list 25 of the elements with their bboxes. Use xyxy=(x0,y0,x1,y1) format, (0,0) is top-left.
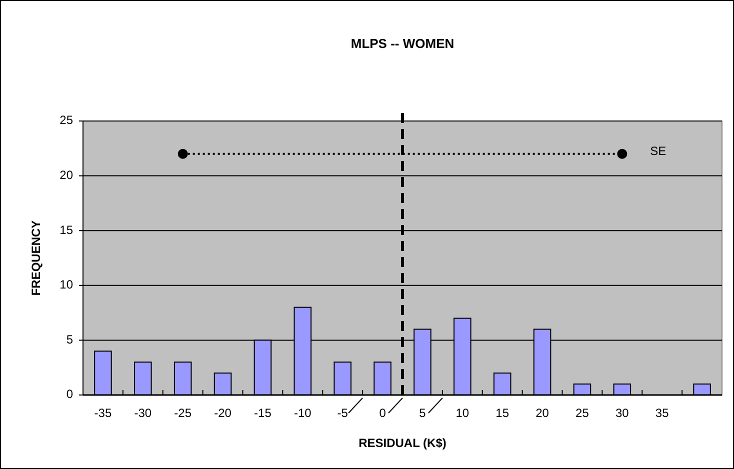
y-tick-label: 15 xyxy=(60,222,74,237)
x-tick-label: -20 xyxy=(214,406,232,420)
x-tick-label: 0 xyxy=(379,406,386,420)
x-tick-label: 35 xyxy=(655,406,670,420)
y-tick-label: 20 xyxy=(60,168,74,182)
x-tick-label: -25 xyxy=(174,406,192,420)
y-tick-label: 0 xyxy=(66,387,74,402)
x-tick-label: -35 xyxy=(94,406,112,420)
x-tick-label: 5 xyxy=(419,406,426,420)
y-tick-label: 25 xyxy=(60,113,74,128)
x-tick-label: -15 xyxy=(254,406,272,420)
x-tick-label: 30 xyxy=(615,406,630,420)
x-tick-label: 15 xyxy=(496,406,510,420)
y-axis-title: FREQUENCY xyxy=(29,220,43,296)
y-tick-label: 5 xyxy=(66,332,74,346)
x-tick-label: -30 xyxy=(134,406,152,420)
x-tick-label: 10 xyxy=(456,406,470,420)
x-tick-label: 20 xyxy=(536,406,550,420)
chart-title: MLPS -- WOMEN xyxy=(350,36,454,51)
x-tick-label: -10 xyxy=(294,406,312,420)
x-tick-label: -5 xyxy=(337,406,348,420)
y-tick-label: 10 xyxy=(60,278,74,292)
x-tick-label: 25 xyxy=(576,406,590,420)
x-axis-title: RESIDUAL (K$) xyxy=(358,436,446,450)
series-label: SE xyxy=(650,144,666,158)
